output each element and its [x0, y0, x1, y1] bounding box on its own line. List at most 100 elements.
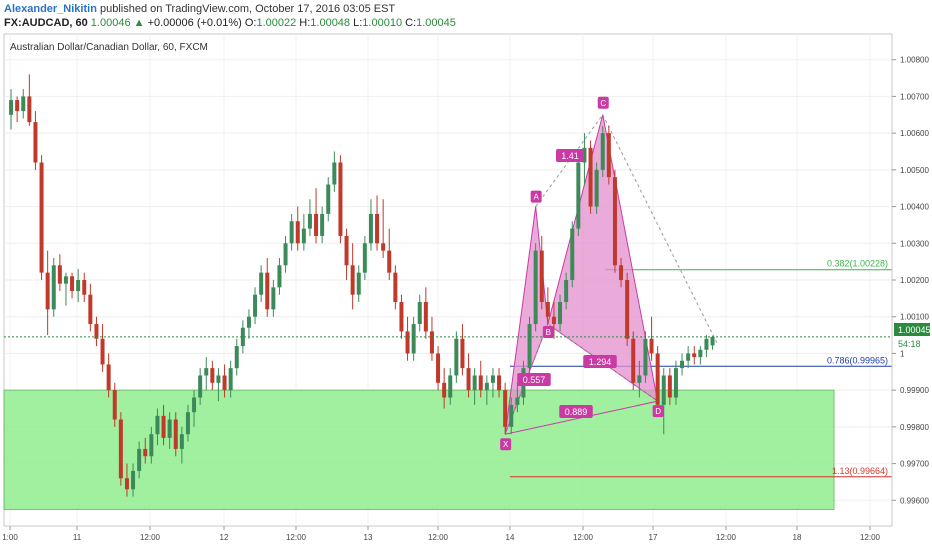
- x-tick-label: 12:00: [428, 533, 449, 542]
- candle-body: [576, 162, 581, 229]
- fib-label: 1.13(0.99664): [832, 466, 888, 476]
- candle: [680, 353, 685, 376]
- candle: [234, 338, 239, 376]
- candle: [259, 265, 264, 303]
- candle: [667, 368, 672, 405]
- candle-body: [265, 272, 270, 310]
- candle-body: [94, 324, 99, 339]
- candle: [429, 316, 434, 361]
- candle-body: [161, 415, 166, 438]
- close-value: 1.00045: [416, 17, 456, 29]
- candle: [472, 368, 477, 405]
- candle-body: [509, 404, 514, 427]
- y-tick-label: 1.00200: [900, 276, 929, 285]
- candle: [539, 235, 544, 310]
- candle: [478, 360, 483, 398]
- x-tick-label: 12:00: [140, 533, 161, 542]
- candle-body: [619, 265, 624, 280]
- chart-title: Australian Dollar/Canadian Dollar, 60, F…: [10, 42, 208, 53]
- candle-body: [655, 353, 660, 405]
- candle-body: [582, 147, 587, 163]
- candle: [533, 243, 538, 332]
- y-tick-label: 1.00500: [900, 166, 929, 175]
- candle: [448, 368, 453, 405]
- pattern-point-label: C: [600, 99, 606, 108]
- candle: [350, 243, 355, 310]
- candle-body: [612, 177, 617, 266]
- candle-body: [307, 213, 312, 229]
- x-tick-label: 1:00: [2, 533, 18, 542]
- candle-body: [594, 169, 599, 207]
- candle: [15, 96, 20, 123]
- candle: [63, 272, 68, 306]
- candle: [484, 375, 489, 405]
- candle-body: [490, 375, 495, 383]
- candle: [173, 412, 178, 457]
- time-axis[interactable]: 1:00 11 12:00 12 12:00 13 12:00 14 12:00 17 12:00 1…: [2, 526, 881, 542]
- publish-info: Alexander_Nikitin published on TradingVi…: [4, 3, 395, 15]
- candle-body: [606, 133, 611, 178]
- candle-body: [704, 338, 709, 350]
- candle-body: [356, 272, 361, 295]
- candle-body: [283, 243, 288, 266]
- author-link[interactable]: Alexander_Nikitin: [4, 3, 97, 15]
- candle: [588, 140, 593, 214]
- pattern-labels: X A B C D 0.557 1.41 1.294 0.889: [500, 96, 664, 451]
- candle: [198, 368, 203, 405]
- ratio-label: 1.41: [561, 151, 579, 161]
- candle: [362, 235, 367, 280]
- x-tick-label: 18: [793, 533, 802, 542]
- candle: [655, 346, 660, 413]
- candle-body: [320, 213, 325, 236]
- x-tick-label: 17: [649, 533, 658, 542]
- candle-body: [362, 243, 367, 273]
- candle-body: [57, 265, 62, 284]
- candle: [710, 335, 715, 350]
- candle: [332, 151, 337, 192]
- candle-body: [643, 338, 648, 376]
- candle-body: [277, 265, 282, 288]
- pattern-point-badge: [542, 326, 554, 339]
- candle: [625, 272, 630, 347]
- candle: [551, 302, 556, 339]
- candle-body: [375, 213, 380, 244]
- up-arrow-icon: ▲: [133, 17, 145, 29]
- candle-body: [661, 375, 666, 405]
- candle: [210, 360, 215, 391]
- candle: [289, 213, 294, 251]
- candle-body: [570, 228, 575, 280]
- candle-body: [472, 375, 477, 391]
- candle: [692, 346, 697, 365]
- candle: [649, 316, 654, 361]
- price-marker: [894, 323, 930, 336]
- candle-body: [27, 96, 32, 123]
- candle-body: [314, 213, 319, 236]
- candle: [399, 294, 404, 339]
- candle-body: [368, 213, 373, 244]
- pattern-point-badge: [500, 438, 512, 451]
- pattern-point-label: A: [533, 193, 539, 202]
- candle: [381, 199, 386, 258]
- candle: [253, 287, 258, 325]
- candle-body: [381, 243, 386, 251]
- candle: [33, 111, 38, 170]
- candle-body: [588, 147, 593, 207]
- candle-body: [478, 375, 483, 391]
- candle: [192, 390, 197, 427]
- last-price: 1.00046: [90, 17, 131, 29]
- candle: [265, 257, 270, 317]
- x-tick-label: 11: [73, 533, 82, 542]
- price-axis[interactable]: 1.00800 1.00700 1.00600 1.00500 1.00400 1.003…: [892, 56, 929, 506]
- candle: [460, 324, 465, 376]
- ratio-badge: [517, 373, 551, 386]
- candle-body: [63, 276, 68, 284]
- candle-body: [460, 338, 465, 369]
- candle: [21, 89, 26, 119]
- candle: [222, 364, 227, 398]
- x-tick-label: 12:00: [573, 533, 594, 542]
- candle-body: [155, 415, 160, 435]
- candle: [277, 257, 282, 295]
- candle-body: [253, 294, 258, 317]
- candle-body: [15, 100, 20, 112]
